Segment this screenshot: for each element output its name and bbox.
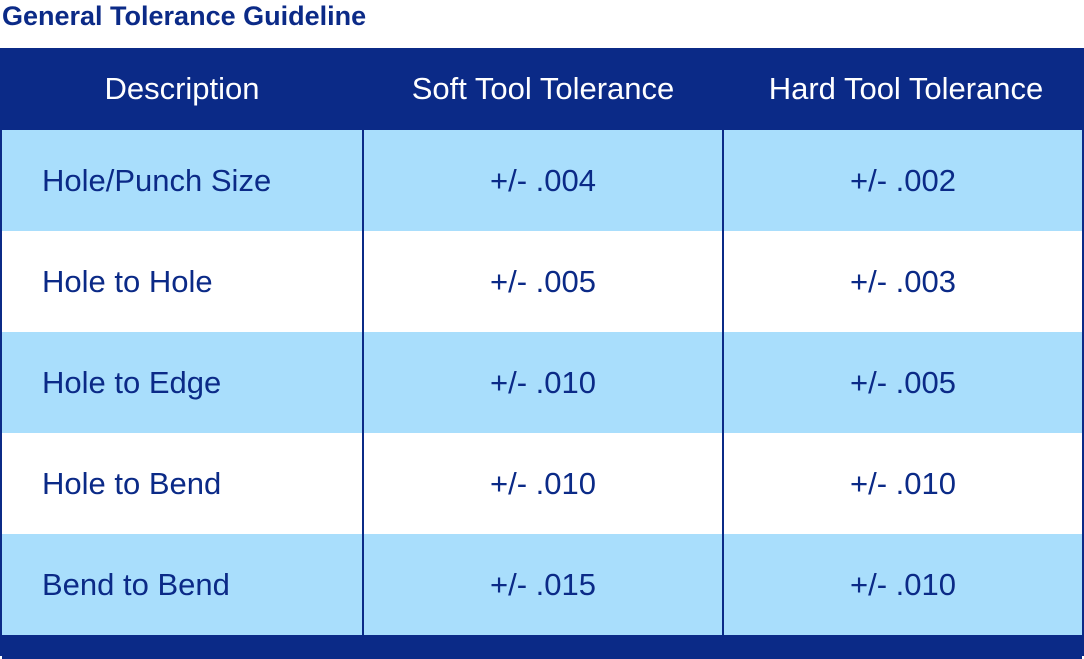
hard-tolerance-cell: +/- .010 — [850, 465, 956, 501]
description-cell: Bend to Bend — [42, 566, 230, 602]
table-row: Bend to Bend +/- .015 +/- .010 — [2, 534, 1082, 635]
table-row: Hole to Edge +/- .010 +/- .005 — [2, 332, 1082, 433]
soft-tolerance-cell: +/- .010 — [362, 433, 724, 534]
table-row: Hole to Bend +/- .010 +/- .010 — [2, 433, 1082, 534]
hard-tolerance-cell: +/- .005 — [850, 364, 956, 400]
description-cell: Hole/Punch Size — [42, 162, 272, 198]
header-description: Description — [104, 71, 260, 106]
soft-tolerance-cell: +/- .015 — [362, 534, 724, 635]
header-hard-tool-tolerance: Hard Tool Tolerance — [768, 71, 1044, 106]
soft-tolerance-cell: +/- .004 — [362, 130, 724, 231]
table-header-row: Description Soft Tool Tolerance Hard Too… — [2, 48, 1082, 130]
hard-tolerance-cell: +/- .002 — [850, 162, 956, 198]
table-row: Hole/Punch Size +/- .004 +/- .002 — [2, 130, 1082, 231]
description-cell: Hole to Edge — [42, 364, 222, 400]
hard-tolerance-cell: +/- .010 — [850, 566, 956, 602]
table-row: Hole to Hole +/- .005 +/- .003 — [2, 231, 1082, 332]
page-title: General Tolerance Guideline — [2, 1, 367, 31]
hard-tolerance-cell: +/- .003 — [850, 263, 956, 299]
description-cell: Hole to Hole — [42, 263, 213, 299]
soft-tolerance-cell: +/- .010 — [362, 332, 724, 433]
description-cell: Hole to Bend — [42, 465, 222, 501]
table-footer-bar — [2, 635, 1082, 659]
soft-tolerance-cell: +/- .005 — [362, 231, 724, 332]
tolerance-table: Description Soft Tool Tolerance Hard Too… — [0, 48, 1084, 659]
header-soft-tool-tolerance: Soft Tool Tolerance — [362, 48, 724, 130]
